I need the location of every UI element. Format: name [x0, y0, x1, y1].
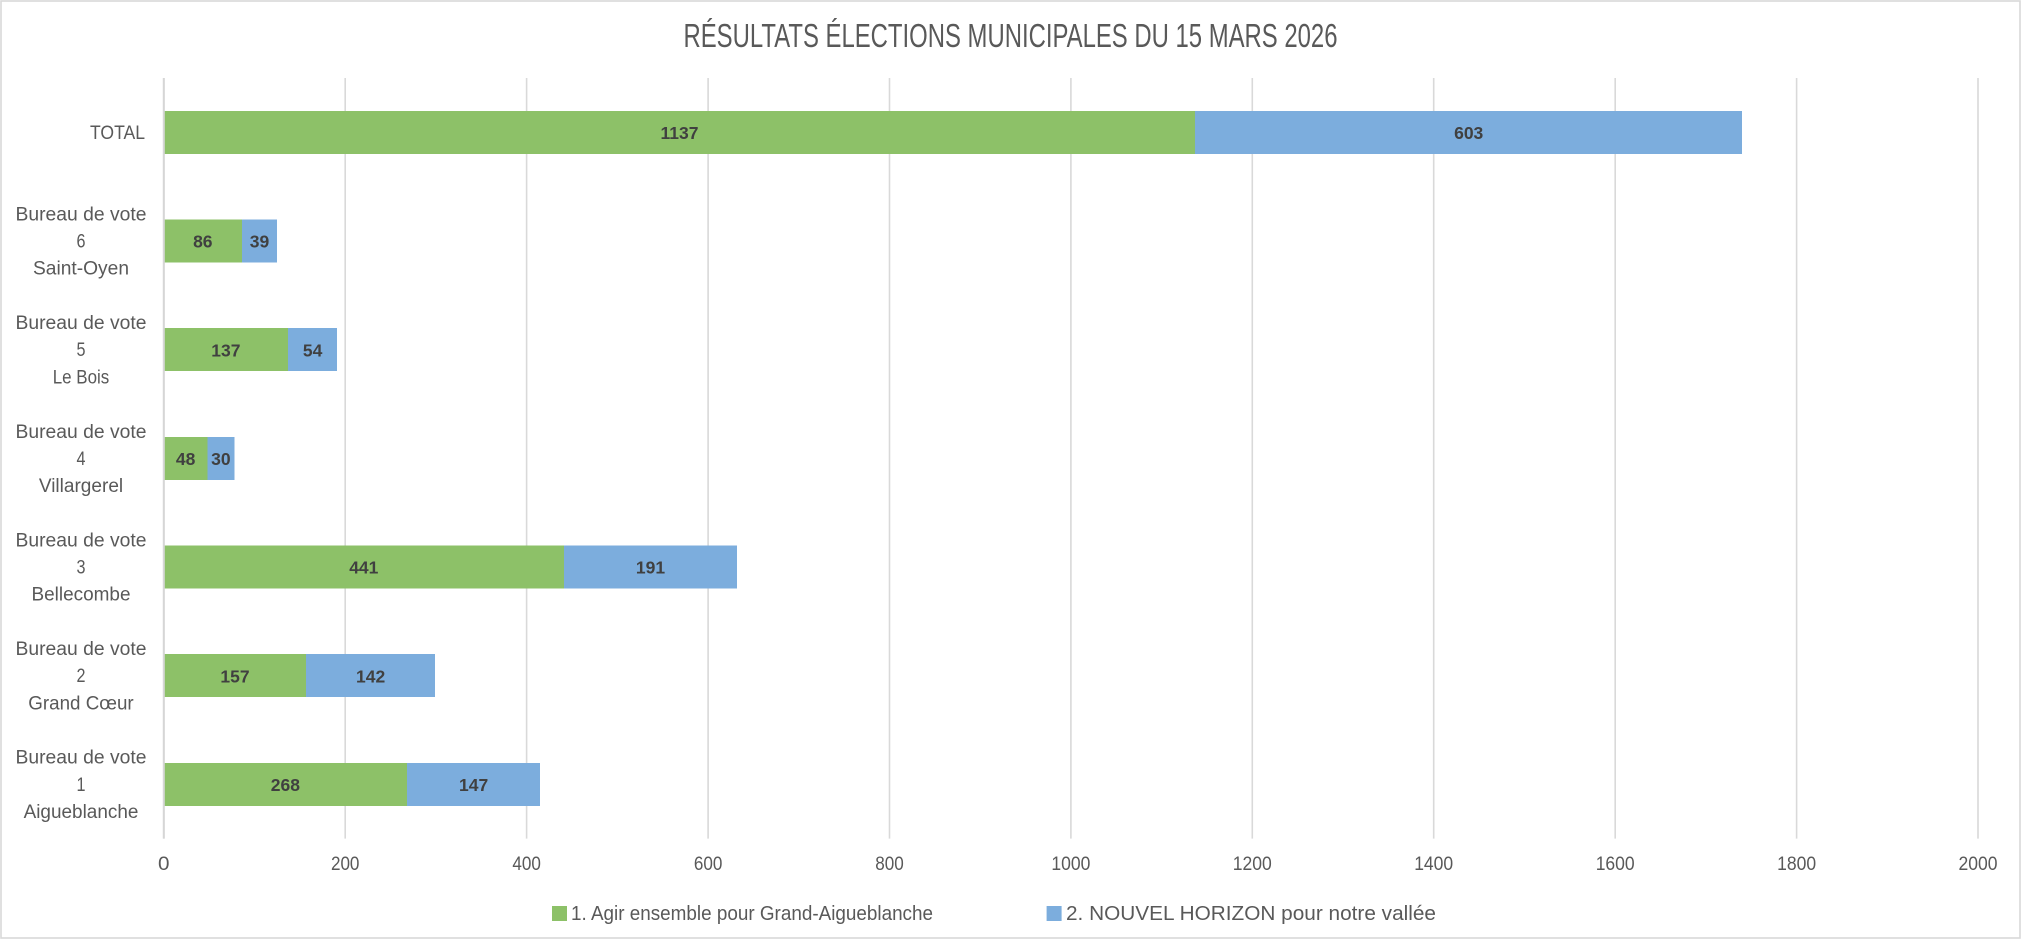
svg-text:Aigueblanche: Aigueblanche	[24, 802, 139, 823]
svg-text:Bureau de vote: Bureau de vote	[16, 639, 147, 660]
svg-text:400: 400	[512, 854, 541, 875]
svg-text:200: 200	[331, 854, 360, 875]
svg-text:137: 137	[211, 340, 240, 360]
svg-text:54: 54	[303, 340, 323, 360]
svg-text:4: 4	[77, 449, 86, 470]
svg-text:2. NOUVEL HORIZON pour notre v: 2. NOUVEL HORIZON pour notre vallée	[1066, 902, 1436, 925]
svg-text:5: 5	[77, 340, 86, 361]
svg-text:147: 147	[459, 775, 488, 795]
svg-text:1600: 1600	[1596, 854, 1635, 875]
svg-text:30: 30	[211, 449, 231, 469]
svg-text:600: 600	[694, 854, 723, 875]
svg-text:2000: 2000	[1959, 854, 1998, 875]
svg-text:Villargerel: Villargerel	[39, 476, 123, 497]
svg-text:191: 191	[636, 558, 665, 578]
svg-text:142: 142	[356, 666, 385, 686]
svg-text:Grand Cœur: Grand Cœur	[28, 693, 134, 714]
svg-text:Le Bois: Le Bois	[53, 367, 110, 388]
svg-text:Bureau de vote: Bureau de vote	[16, 204, 147, 225]
svg-text:1000: 1000	[1051, 854, 1090, 875]
svg-text:3: 3	[77, 558, 86, 579]
svg-text:800: 800	[875, 854, 904, 875]
svg-text:Bureau de vote: Bureau de vote	[16, 422, 147, 443]
svg-text:RÉSULTATS ÉLECTIONS MUNICIPALE: RÉSULTATS ÉLECTIONS MUNICIPALES DU 15 MA…	[684, 17, 1338, 54]
svg-text:441: 441	[349, 558, 378, 578]
svg-text:Saint-Oyen: Saint-Oyen	[33, 259, 129, 280]
svg-text:1. Agir ensemble pour Grand-Ai: 1. Agir ensemble pour Grand-Aigueblanche	[571, 902, 933, 925]
svg-text:157: 157	[220, 666, 249, 686]
svg-text:Bureau de vote: Bureau de vote	[16, 530, 147, 551]
svg-text:0: 0	[158, 854, 170, 875]
svg-text:39: 39	[250, 232, 270, 252]
svg-text:1400: 1400	[1414, 854, 1453, 875]
svg-text:1137: 1137	[661, 123, 699, 143]
svg-text:1: 1	[77, 775, 86, 796]
svg-text:TOTAL: TOTAL	[90, 123, 145, 144]
svg-text:Bellecombe: Bellecombe	[32, 585, 131, 606]
svg-text:48: 48	[176, 449, 196, 469]
svg-text:1200: 1200	[1233, 854, 1272, 875]
svg-text:86: 86	[193, 232, 213, 252]
svg-text:Bureau de vote: Bureau de vote	[16, 748, 147, 769]
svg-text:Bureau de vote: Bureau de vote	[16, 313, 147, 334]
svg-text:6: 6	[77, 232, 86, 253]
svg-text:1800: 1800	[1777, 854, 1816, 875]
svg-text:2: 2	[77, 666, 86, 687]
svg-text:268: 268	[271, 775, 300, 795]
svg-text:603: 603	[1454, 123, 1483, 143]
